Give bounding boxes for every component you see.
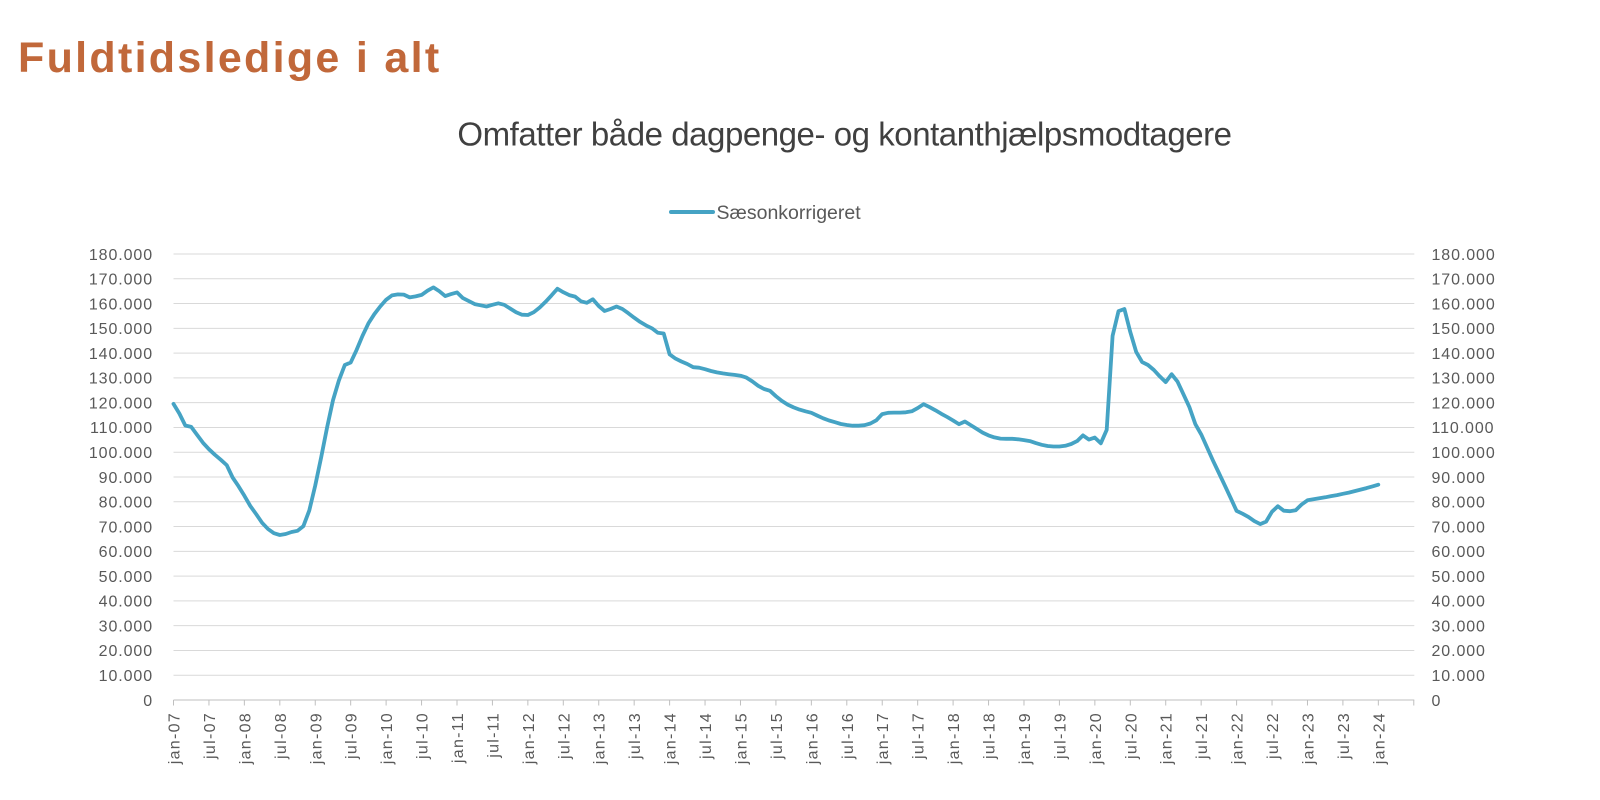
- svg-text:90.000: 90.000: [99, 470, 153, 487]
- svg-text:jan-08: jan-08: [237, 712, 254, 765]
- svg-text:jan-11: jan-11: [450, 712, 467, 764]
- svg-text:130.000: 130.000: [89, 371, 153, 388]
- svg-text:jul-09: jul-09: [344, 712, 361, 760]
- svg-text:150.000: 150.000: [1432, 321, 1496, 338]
- svg-text:0: 0: [143, 693, 153, 710]
- svg-text:jan-16: jan-16: [804, 712, 821, 765]
- svg-text:20.000: 20.000: [1432, 643, 1486, 660]
- svg-text:jan-18: jan-18: [946, 712, 963, 765]
- svg-text:170.000: 170.000: [89, 272, 153, 289]
- svg-text:60.000: 60.000: [99, 544, 153, 561]
- svg-text:Sæsonkorrigeret: Sæsonkorrigeret: [717, 202, 862, 224]
- svg-text:0: 0: [1432, 693, 1442, 710]
- svg-text:jul-16: jul-16: [840, 712, 857, 760]
- svg-text:140.000: 140.000: [89, 346, 153, 363]
- svg-text:50.000: 50.000: [99, 569, 153, 586]
- svg-text:jul-17: jul-17: [911, 712, 928, 760]
- svg-text:30.000: 30.000: [99, 619, 153, 636]
- svg-text:jul-10: jul-10: [415, 712, 432, 760]
- svg-text:jan-13: jan-13: [592, 712, 609, 765]
- svg-text:80.000: 80.000: [1432, 495, 1486, 512]
- svg-text:jan-07: jan-07: [167, 712, 184, 765]
- svg-text:20.000: 20.000: [99, 643, 153, 660]
- svg-text:jan-14: jan-14: [663, 712, 680, 765]
- svg-text:60.000: 60.000: [1432, 544, 1486, 561]
- svg-text:120.000: 120.000: [89, 396, 153, 413]
- svg-text:jul-22: jul-22: [1265, 712, 1282, 760]
- svg-text:50.000: 50.000: [1432, 569, 1486, 586]
- svg-text:jan-19: jan-19: [1017, 712, 1034, 765]
- svg-text:30.000: 30.000: [1432, 619, 1486, 636]
- svg-text:10.000: 10.000: [99, 668, 153, 685]
- svg-text:110.000: 110.000: [1432, 420, 1495, 437]
- svg-text:jan-22: jan-22: [1230, 712, 1247, 765]
- svg-text:Omfatter både dagpenge- og kon: Omfatter både dagpenge- og kontanthjælps…: [457, 116, 1231, 153]
- svg-text:jan-10: jan-10: [379, 712, 396, 765]
- svg-text:90.000: 90.000: [1432, 470, 1486, 487]
- svg-text:jan-21: jan-21: [1159, 712, 1176, 765]
- svg-text:jul-18: jul-18: [982, 712, 999, 760]
- svg-text:jul-20: jul-20: [1123, 712, 1140, 760]
- svg-text:110.000: 110.000: [90, 420, 153, 437]
- svg-text:jul-23: jul-23: [1336, 712, 1353, 760]
- svg-text:jan-15: jan-15: [733, 712, 750, 765]
- svg-text:120.000: 120.000: [1432, 396, 1496, 413]
- svg-text:100.000: 100.000: [1432, 445, 1496, 462]
- svg-text:130.000: 130.000: [1432, 371, 1496, 388]
- svg-text:100.000: 100.000: [89, 445, 153, 462]
- svg-text:80.000: 80.000: [99, 495, 153, 512]
- svg-text:jul-07: jul-07: [202, 712, 219, 760]
- svg-text:jul-19: jul-19: [1052, 712, 1069, 760]
- svg-text:jan-20: jan-20: [1088, 712, 1105, 765]
- svg-text:jul-08: jul-08: [273, 712, 290, 760]
- svg-text:70.000: 70.000: [99, 519, 153, 536]
- svg-text:jul-12: jul-12: [556, 712, 573, 760]
- svg-text:jan-23: jan-23: [1300, 712, 1317, 765]
- svg-text:140.000: 140.000: [1432, 346, 1496, 363]
- svg-text:40.000: 40.000: [1432, 594, 1486, 611]
- svg-text:160.000: 160.000: [1432, 296, 1496, 313]
- svg-text:180.000: 180.000: [89, 247, 153, 264]
- svg-text:150.000: 150.000: [89, 321, 153, 338]
- svg-text:10.000: 10.000: [1432, 668, 1486, 685]
- svg-text:40.000: 40.000: [99, 594, 153, 611]
- svg-text:jul-21: jul-21: [1194, 712, 1211, 760]
- svg-text:jul-14: jul-14: [698, 712, 715, 760]
- svg-text:180.000: 180.000: [1432, 247, 1496, 264]
- svg-text:160.000: 160.000: [89, 296, 153, 313]
- svg-text:jan-17: jan-17: [875, 712, 892, 765]
- svg-text:jan-24: jan-24: [1371, 712, 1388, 765]
- svg-text:170.000: 170.000: [1432, 272, 1496, 289]
- svg-text:jul-11: jul-11: [485, 712, 502, 759]
- svg-text:jul-15: jul-15: [769, 712, 786, 760]
- svg-text:jan-09: jan-09: [308, 712, 325, 765]
- svg-text:jan-12: jan-12: [521, 712, 538, 765]
- svg-text:jul-13: jul-13: [627, 712, 644, 760]
- svg-text:70.000: 70.000: [1432, 519, 1486, 536]
- svg-text:Fuldtidsledige i alt: Fuldtidsledige i alt: [18, 34, 441, 82]
